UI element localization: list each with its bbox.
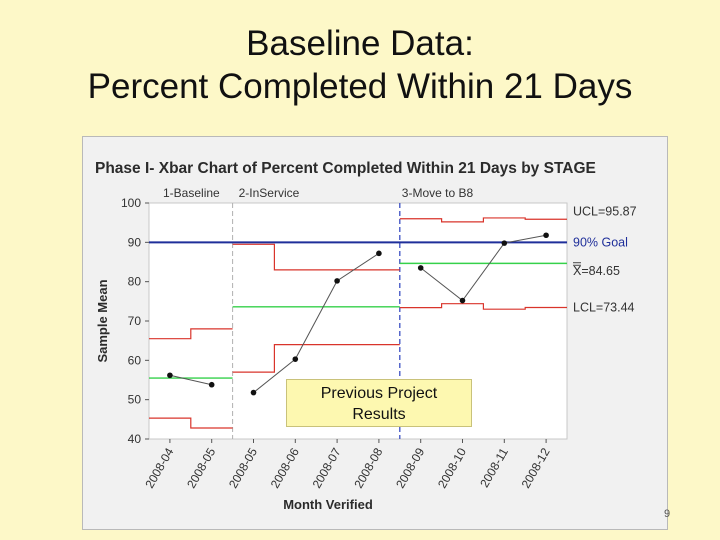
y-tick-label: 100 <box>121 196 141 210</box>
data-point <box>501 240 508 246</box>
x-tick-label: 2008-08 <box>351 445 385 490</box>
slide-title-line2: Percent Completed Within 21 Days <box>87 67 633 106</box>
page-number: 9 <box>664 508 671 520</box>
stage-label: 3-Move to B8 <box>402 186 474 200</box>
ucl-line <box>232 243 400 271</box>
x-tick-label: 2008-04 <box>142 445 176 490</box>
ucl-line <box>399 217 567 223</box>
xbar-label: X=84.65 <box>573 264 620 278</box>
x-tick-label: 2008-10 <box>435 445 469 490</box>
data-line <box>169 374 212 386</box>
y-tick-label: 70 <box>128 314 142 328</box>
y-tick-label: 80 <box>128 275 142 289</box>
y-axis-label: Sample Mean <box>95 279 110 362</box>
data-point <box>334 278 340 284</box>
previous-project-callout: Previous Project Results <box>286 379 472 427</box>
y-tick-label: 90 <box>128 235 142 249</box>
chart-title: Phase I- Xbar Chart of Percent Completed… <box>95 160 596 177</box>
ucl-label: UCL=95.87 <box>573 204 637 218</box>
lcl-line <box>149 417 233 429</box>
x-tick-label: 2008-05 <box>226 445 260 490</box>
xbar-chart: Phase I- Xbar Chart of Percent Completed… <box>82 136 668 530</box>
y-tick-label: 60 <box>128 353 142 367</box>
x-tick-label: 2008-11 <box>477 445 511 490</box>
lcl-line <box>232 344 400 373</box>
data-point <box>250 389 257 396</box>
data-point <box>543 232 549 239</box>
data-point <box>376 250 382 257</box>
stage-label: 2-InService <box>239 186 300 200</box>
x-axis-label: Month Verified <box>283 497 373 512</box>
data-point <box>208 381 215 388</box>
stage-label: 1-Baseline <box>163 186 220 200</box>
slide-title-line1: Baseline Data: <box>246 24 474 63</box>
y-tick-label: 50 <box>128 393 142 407</box>
x-tick-label: 2008-05 <box>184 445 218 490</box>
data-line <box>253 252 380 393</box>
lcl-label: LCL=73.44 <box>573 300 635 314</box>
x-tick-label: 2008-07 <box>310 445 344 490</box>
goal-label: 90% Goal <box>573 235 628 249</box>
chart-svg: Phase I- Xbar Chart of Percent Completed… <box>95 160 637 512</box>
data-point <box>459 297 466 304</box>
data-line <box>420 234 547 302</box>
data-point <box>417 265 424 271</box>
data-point <box>167 372 173 379</box>
x-tick-label: 2008-09 <box>393 445 427 490</box>
x-tick-label: 2008-12 <box>519 445 553 490</box>
y-tick-label: 40 <box>128 432 142 446</box>
ucl-line <box>149 328 233 340</box>
slide-title: Baseline Data: Percent Completed Within … <box>0 22 720 108</box>
x-tick-label: 2008-06 <box>268 445 302 490</box>
lcl-line <box>399 303 567 310</box>
data-point <box>292 356 299 362</box>
